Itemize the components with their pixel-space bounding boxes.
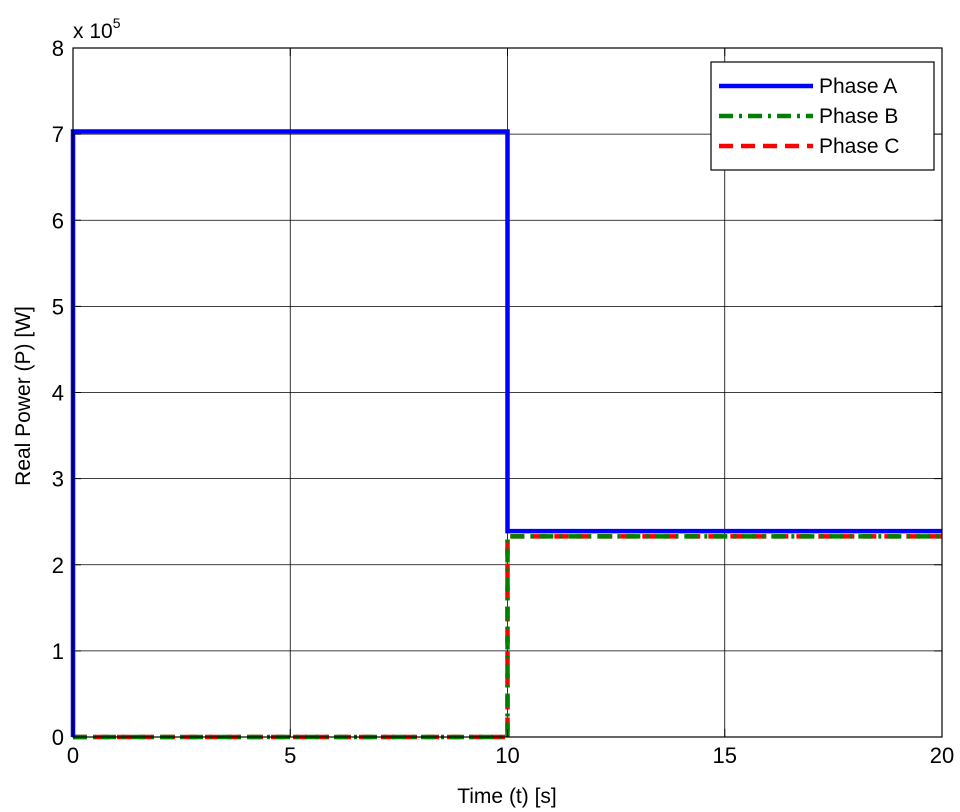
axis-ticks: 0 5 10 15 20 0 1 2 3 4 5 6 7 8 xyxy=(52,36,954,768)
x-tick-label-3: 15 xyxy=(713,743,737,768)
y-tick-label-2: 2 xyxy=(52,553,64,578)
x-tick-label-4: 20 xyxy=(930,743,954,768)
x-tick-label-1: 5 xyxy=(284,743,296,768)
legend-label-2: Phase C xyxy=(819,135,900,158)
legend-label-1: Phase B xyxy=(819,105,898,128)
y-tick-label-3: 3 xyxy=(52,467,64,492)
x-axis-label: Time (t) [s] xyxy=(457,785,557,808)
y-axis-multiplier: x 105 xyxy=(73,15,121,43)
y-tick-label-4: 4 xyxy=(52,381,64,406)
y-tick-label-6: 6 xyxy=(52,208,64,233)
legend-label-0: Phase A xyxy=(819,75,897,98)
x-tick-label-2: 10 xyxy=(495,743,519,768)
y-tick-label-7: 7 xyxy=(52,122,64,147)
y-tick-label-5: 5 xyxy=(52,294,64,319)
y-axis-label: Real Power (P) [W] xyxy=(12,306,35,486)
y-tick-label-8: 8 xyxy=(52,36,64,61)
series-line-1 xyxy=(73,534,942,740)
y-tick-label-0: 0 xyxy=(52,725,64,750)
legend: Phase A Phase B Phase C xyxy=(710,61,935,171)
series-lines xyxy=(70,129,942,740)
y-tick-label-1: 1 xyxy=(52,639,64,664)
x-tick-label-0: 0 xyxy=(67,743,79,768)
